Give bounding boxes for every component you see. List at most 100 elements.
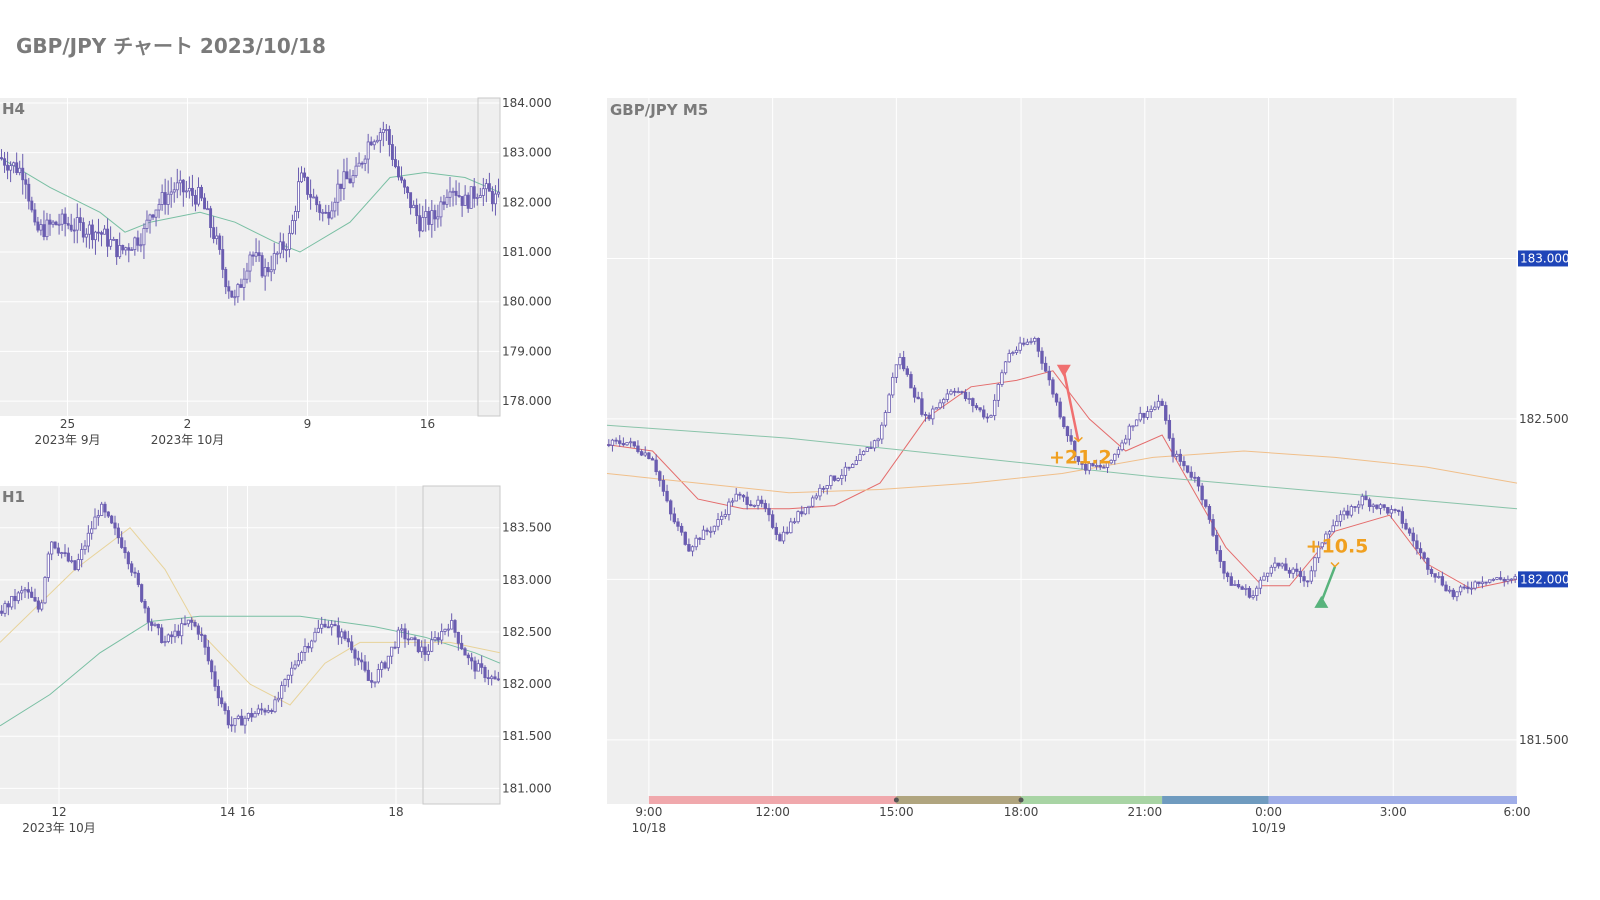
h1-candle	[296, 652, 300, 667]
m5-candle	[1000, 369, 1004, 387]
m5-candle	[1262, 572, 1266, 581]
m5-candle	[625, 442, 629, 446]
h1-candle	[43, 576, 47, 605]
m5-xtick-sublabel: 10/19	[1251, 821, 1286, 835]
m5-xtick-label: 6:00	[1504, 805, 1531, 819]
m5-candle	[749, 500, 753, 507]
m5-candle	[887, 392, 891, 413]
h4-candle	[409, 192, 413, 215]
m5-title: GBP/JPY M5	[610, 101, 708, 119]
m5-candle	[632, 441, 636, 448]
h1-ytick-label: 181.000	[502, 781, 552, 795]
h1-candle	[220, 690, 224, 708]
h4-candle	[412, 200, 416, 209]
m5-candle	[1196, 476, 1201, 492]
m5-candle	[1127, 423, 1132, 446]
m5-candle	[810, 495, 815, 508]
h1-candle	[33, 588, 37, 602]
m5-candle	[1506, 575, 1510, 585]
h1-candle	[110, 514, 114, 525]
h1-candle	[413, 635, 417, 647]
h1-candle	[256, 704, 260, 716]
h1-candle	[36, 597, 40, 613]
h1-candle	[446, 623, 450, 637]
h1-candle	[116, 523, 120, 544]
h1-candle	[383, 660, 387, 670]
h4-candle	[275, 251, 279, 265]
h4-candle	[215, 226, 219, 245]
m5-candle	[1145, 406, 1150, 420]
m5-candle	[1335, 514, 1339, 527]
h1-candle	[483, 665, 487, 683]
h4-candle	[236, 282, 240, 303]
h1-candle	[60, 551, 64, 559]
m5-candle	[916, 391, 920, 400]
h1-candle	[63, 544, 67, 557]
h1-candle	[466, 652, 470, 665]
h4-candle	[221, 235, 225, 279]
m5-xtick-label: 18:00	[1004, 805, 1039, 819]
h4-candle	[321, 209, 325, 222]
h4-candle	[90, 219, 94, 249]
h1-candle	[123, 540, 127, 559]
m5-candle	[1371, 503, 1375, 513]
h1-chart[interactable]: 181.000 181.500 182.000 182.500 183.000 183.5…	[0, 485, 552, 835]
h1-ytick-label: 182.000	[502, 677, 552, 691]
h1-candle	[46, 551, 50, 582]
m5-candle	[992, 394, 997, 421]
h4-candle	[369, 136, 373, 147]
h1-candle	[423, 639, 427, 662]
m5-candle	[945, 389, 950, 403]
m5-candle	[1284, 557, 1288, 571]
m5-candle	[756, 495, 760, 510]
h4-candle	[136, 230, 140, 252]
h1-candle	[286, 674, 290, 688]
h1-candle	[430, 631, 434, 653]
m5-candle	[1415, 534, 1419, 555]
m5-candle	[1047, 365, 1051, 386]
h4-candle	[84, 228, 88, 248]
m5-xtick-sublabel: 10/18	[632, 821, 667, 835]
h1-candle	[216, 679, 220, 707]
m5-candle	[665, 484, 669, 503]
m5-candle	[1073, 440, 1077, 461]
h1-ytick-label: 183.500	[502, 521, 552, 535]
h4-candle	[354, 157, 358, 178]
m5-candle	[647, 451, 651, 460]
m5-candle	[1513, 573, 1517, 583]
m5-candle	[1400, 506, 1405, 529]
m5-candle	[829, 474, 833, 490]
m5-candle	[1204, 499, 1208, 509]
h1-xtick-label: 14	[220, 805, 235, 819]
h1-candle	[40, 599, 44, 612]
h4-candle	[390, 135, 394, 167]
h1-candle	[380, 660, 384, 678]
h4-chart[interactable]: 178.000 179.000 180.000 181.000 182.000 183.0…	[0, 96, 552, 447]
m5-candle	[1229, 572, 1233, 586]
h1-candle	[263, 707, 267, 716]
m5-chart[interactable]: +21.2+10.5 181.500182.500183.000182.000 …	[606, 98, 1570, 835]
h1-candle	[160, 624, 164, 644]
h4-candle	[157, 198, 161, 219]
m5-candle	[1469, 581, 1474, 595]
h4-candle	[451, 187, 455, 207]
h4-candle	[248, 251, 252, 283]
m5-candle	[1280, 562, 1284, 569]
m5-session-bar	[896, 796, 1022, 804]
m5-candle	[974, 402, 979, 411]
m5-candle	[730, 497, 735, 507]
m5-candle	[1094, 459, 1099, 470]
m5-candle	[1451, 588, 1455, 600]
h1-candle	[230, 716, 234, 732]
h1-candle	[206, 640, 210, 665]
m5-candle	[1003, 361, 1008, 375]
m5-candle	[1171, 433, 1175, 463]
h1-candle	[473, 656, 477, 680]
m5-candle	[1273, 557, 1277, 572]
h1-candle	[460, 634, 464, 651]
h4-candle	[397, 160, 400, 181]
h4-xtick-label: 16	[420, 417, 435, 431]
h4-candle	[424, 199, 428, 232]
h4-candle	[457, 182, 461, 198]
